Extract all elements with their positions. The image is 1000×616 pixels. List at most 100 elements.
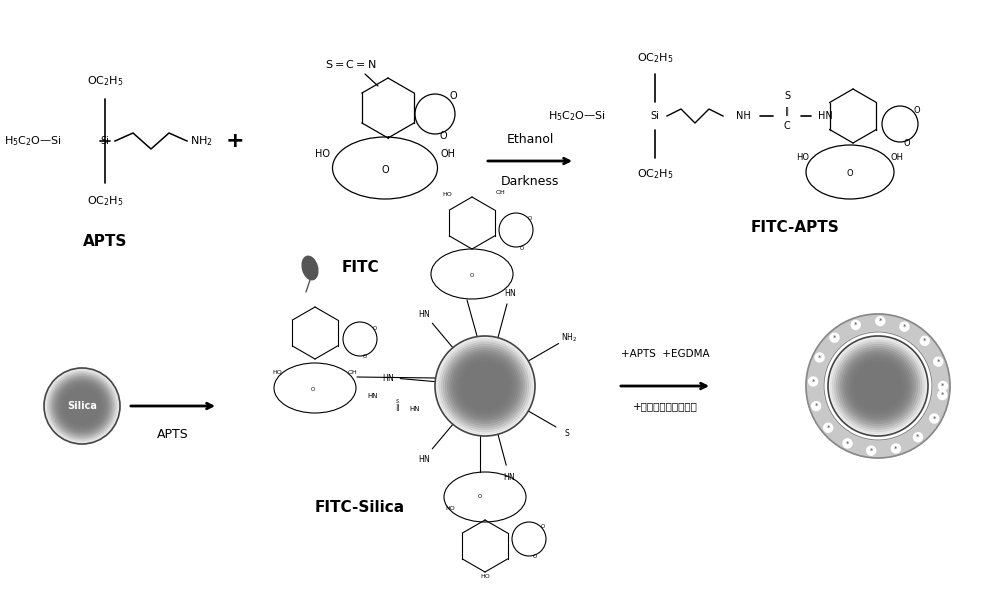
Circle shape (44, 368, 120, 444)
Circle shape (851, 320, 860, 330)
Text: +: + (226, 131, 244, 151)
Circle shape (456, 357, 514, 415)
Circle shape (938, 391, 947, 400)
Text: *: * (894, 445, 898, 452)
Circle shape (71, 395, 93, 417)
Text: Ethanol: Ethanol (506, 132, 554, 145)
Circle shape (450, 351, 520, 421)
Circle shape (65, 389, 99, 423)
Circle shape (861, 370, 895, 403)
Circle shape (439, 340, 531, 432)
Circle shape (445, 346, 525, 426)
Circle shape (52, 376, 112, 436)
Text: $\mathregular{HN}$: $\mathregular{HN}$ (504, 287, 516, 298)
Text: NH: NH (736, 111, 750, 121)
Text: O: O (381, 165, 389, 175)
Text: O: O (847, 169, 853, 179)
Text: *: * (879, 318, 882, 324)
Circle shape (470, 371, 500, 400)
Text: O: O (363, 354, 367, 359)
Circle shape (863, 371, 893, 400)
Text: *: * (846, 440, 849, 447)
Text: S: S (564, 429, 569, 437)
Circle shape (938, 381, 948, 391)
Circle shape (77, 401, 87, 411)
Circle shape (891, 444, 900, 453)
Circle shape (462, 363, 508, 409)
Text: $\mathregular{H_5C_2O}$—Si: $\mathregular{H_5C_2O}$—Si (4, 134, 62, 148)
Text: HN: HN (818, 111, 832, 121)
Circle shape (809, 377, 818, 386)
Circle shape (54, 378, 110, 434)
Circle shape (460, 361, 510, 411)
Text: S$\mathregular{=}$C$\mathregular{=}$N: S$\mathregular{=}$C$\mathregular{=}$N (325, 58, 376, 70)
Circle shape (76, 400, 88, 412)
Circle shape (840, 349, 916, 424)
Text: HO: HO (796, 153, 809, 163)
Text: *: * (833, 334, 836, 341)
Circle shape (832, 340, 924, 432)
Text: $\mathregular{OC_2H_5}$: $\mathregular{OC_2H_5}$ (87, 194, 123, 208)
Text: $\mathregular{HN}$: $\mathregular{HN}$ (418, 309, 431, 320)
Circle shape (874, 382, 882, 390)
Text: HO: HO (314, 149, 330, 159)
Text: APTS: APTS (83, 233, 127, 248)
Text: $\mathregular{OC_2H_5}$: $\mathregular{OC_2H_5}$ (637, 51, 673, 65)
Text: *: * (923, 338, 926, 344)
Circle shape (468, 370, 502, 403)
Text: $\mathregular{HN}$: $\mathregular{HN}$ (382, 372, 395, 383)
Text: *: * (937, 359, 940, 365)
Circle shape (865, 373, 890, 399)
Text: Si: Si (101, 136, 109, 146)
Circle shape (828, 336, 928, 436)
Text: O: O (373, 325, 377, 331)
Circle shape (859, 367, 897, 405)
Text: OH: OH (441, 149, 456, 159)
Text: C: C (784, 121, 790, 131)
Text: HO: HO (445, 506, 455, 511)
Circle shape (47, 371, 117, 441)
Text: HO: HO (480, 573, 490, 578)
Circle shape (853, 361, 903, 411)
Circle shape (458, 359, 512, 413)
Text: *: * (827, 425, 830, 431)
Circle shape (824, 423, 833, 432)
Circle shape (50, 375, 114, 437)
Text: *: * (933, 416, 936, 421)
Circle shape (834, 342, 922, 430)
Circle shape (63, 387, 101, 425)
Circle shape (74, 398, 90, 414)
Circle shape (49, 373, 115, 439)
Circle shape (876, 317, 885, 325)
Text: Si: Si (651, 111, 659, 121)
Circle shape (60, 384, 104, 428)
Circle shape (452, 353, 518, 419)
Circle shape (477, 378, 493, 394)
Circle shape (914, 432, 923, 442)
Text: O: O (904, 139, 910, 148)
Text: O: O (541, 524, 545, 530)
Text: *: * (870, 448, 873, 453)
Text: *: * (818, 354, 821, 360)
Circle shape (443, 344, 527, 428)
Text: +APTS  +EGDMA: +APTS +EGDMA (621, 349, 709, 359)
Text: $\mathregular{H_5C_2O}$—Si: $\mathregular{H_5C_2O}$—Si (548, 109, 606, 123)
Text: O: O (439, 131, 447, 141)
Text: Silica: Silica (67, 401, 97, 411)
Circle shape (447, 349, 522, 424)
Circle shape (815, 353, 824, 362)
Circle shape (481, 382, 489, 390)
Circle shape (843, 351, 913, 421)
Circle shape (55, 379, 109, 433)
Circle shape (435, 336, 535, 436)
Text: *: * (811, 378, 815, 384)
Text: APTS: APTS (157, 428, 189, 440)
Text: *: * (903, 323, 906, 330)
Text: OH: OH (348, 370, 358, 376)
Circle shape (464, 365, 506, 407)
Text: O: O (311, 386, 315, 392)
Text: S: S (784, 91, 790, 101)
Text: *: * (814, 403, 818, 409)
Text: O: O (528, 216, 532, 221)
Text: O: O (533, 554, 537, 559)
